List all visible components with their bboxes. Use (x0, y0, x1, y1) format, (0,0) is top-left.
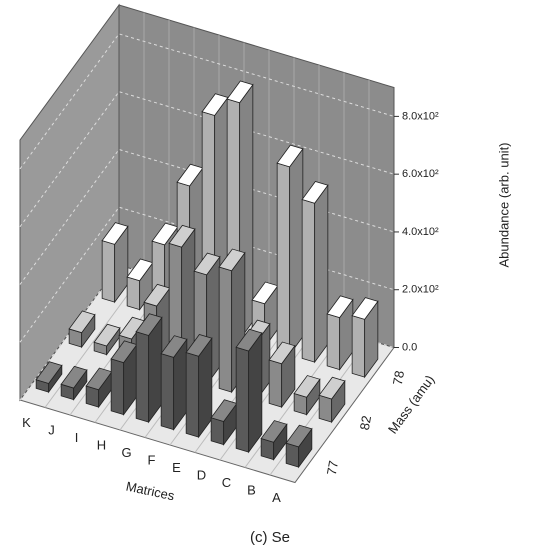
bar-top (260, 420, 288, 443)
bar (185, 334, 213, 439)
grid-line (19, 148, 395, 285)
bar-front (301, 198, 316, 363)
y-tick-label: 8.0x10² (402, 110, 439, 122)
z-tick-label: 82 (357, 414, 374, 431)
bar (101, 222, 129, 304)
bar-top (193, 252, 221, 276)
bar-front (185, 351, 200, 438)
bar-top (60, 365, 88, 389)
bar-top (218, 248, 246, 272)
bar (35, 361, 63, 394)
bar (293, 375, 321, 416)
bar-front (218, 266, 233, 393)
y-axis-title: Abundance (arb. unit) (496, 142, 511, 267)
x-tick-label: J (48, 423, 55, 438)
bar-top (185, 334, 213, 357)
bar-side (314, 184, 329, 364)
x-tick-label: C (222, 475, 231, 490)
bar-top (235, 328, 263, 352)
bar (160, 335, 188, 431)
x-tick-label: K (22, 415, 31, 430)
bar-top (285, 424, 313, 448)
x-tick-label: H (97, 438, 106, 453)
y-tick-label: 6.0x10² (402, 168, 439, 180)
bar (351, 297, 379, 379)
y-tick-label: 0.0 (402, 341, 417, 353)
bar (126, 258, 154, 311)
bar-front (160, 353, 175, 431)
bar-front (318, 394, 333, 423)
x-tick-label: I (75, 430, 79, 445)
bar-top (276, 144, 304, 168)
bar-top (318, 376, 346, 400)
grid-line (19, 264, 395, 401)
bar-side (289, 147, 304, 356)
bar-top (101, 222, 129, 245)
bar-top (135, 313, 163, 336)
bar (326, 295, 354, 371)
x-axis-title: Matrices (125, 479, 177, 504)
bar-top (326, 295, 354, 319)
bar (318, 376, 346, 424)
z-tick-label: 78 (390, 369, 407, 386)
y-tick-label: 4.0x10² (402, 226, 439, 238)
bar-top (68, 310, 96, 334)
grid-line (19, 33, 395, 170)
grid-line (19, 91, 395, 227)
bar (218, 248, 246, 394)
bar-front (135, 331, 150, 423)
grid-line (19, 206, 395, 343)
y-tick-label: 2.0x10² (402, 284, 439, 296)
bar-front (276, 162, 291, 356)
bar-front (235, 346, 250, 453)
z-tick-label: 77 (324, 459, 341, 476)
bar-top (293, 375, 321, 398)
bar (110, 340, 138, 416)
bar (235, 328, 263, 454)
bar-side (248, 331, 263, 454)
bar-top (351, 297, 379, 320)
bar (135, 313, 163, 424)
bar-front (210, 417, 225, 446)
bar (210, 399, 238, 446)
x-tick-label: D (197, 468, 206, 483)
bar-front (326, 313, 341, 371)
bar-top (35, 361, 63, 384)
bar-front (351, 315, 366, 378)
x-tick-label: E (172, 460, 181, 475)
bar (276, 144, 304, 356)
bar-top (226, 80, 254, 104)
bar-front (126, 276, 141, 311)
bar-front (101, 240, 116, 303)
bar-top (160, 335, 188, 358)
x-tick-label: B (247, 483, 256, 498)
x-tick-label: F (148, 453, 156, 468)
bar (68, 310, 96, 349)
bar-top (301, 181, 329, 204)
bar (301, 181, 329, 364)
bar (93, 323, 121, 356)
bar (268, 341, 296, 409)
x-tick-label: G (121, 445, 131, 460)
bar-front (268, 359, 283, 408)
bar-front (110, 358, 125, 416)
bar-top (168, 224, 196, 248)
bar-top (268, 341, 296, 365)
bar (285, 424, 313, 469)
bar (260, 420, 288, 461)
bar (60, 365, 88, 401)
bar-top (93, 323, 121, 347)
x-tick-label: A (272, 490, 281, 505)
caption: (c) Se (250, 529, 290, 546)
